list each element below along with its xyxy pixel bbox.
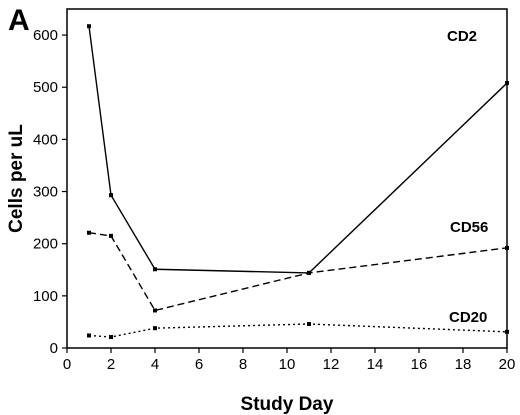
series-label: CD2: [447, 28, 477, 45]
plot-area-frame: [66, 8, 508, 349]
x-tick-label: 6: [195, 356, 203, 373]
series-cd56: CD56: [87, 219, 509, 313]
y-tick-label: 400: [33, 131, 58, 148]
series-label: CD56: [450, 219, 488, 236]
data-point: [307, 322, 311, 327]
data-point: [109, 193, 113, 198]
y-tick-label: 0: [50, 340, 58, 357]
x-tick-label: 4: [151, 356, 159, 373]
data-point: [153, 326, 157, 331]
data-point: [87, 333, 91, 338]
x-tick-label: 16: [411, 356, 428, 373]
data-point: [87, 230, 91, 235]
series-layer: CD2 CD56 CD20: [87, 24, 509, 340]
data-point: [109, 335, 113, 340]
series-cd2: CD2: [87, 24, 509, 275]
data-point: [505, 81, 509, 86]
x-tick-label: 8: [239, 356, 247, 373]
series-line: [88, 232, 508, 312]
x-tick-label: 18: [455, 356, 472, 373]
x-tick-label: 14: [367, 356, 384, 373]
y-tick-label: 500: [33, 79, 58, 96]
panel-label: A: [8, 4, 30, 37]
data-point: [307, 270, 311, 275]
x-axis-title: Study Day: [241, 394, 334, 415]
data-point: [153, 308, 157, 313]
x-tick-label: 20: [499, 356, 516, 373]
data-point: [153, 267, 157, 272]
series-line: [88, 26, 508, 274]
data-point: [87, 24, 91, 29]
y-tick-label: 200: [33, 236, 58, 253]
series-cd20: CD20: [87, 309, 509, 340]
series-label: CD20: [449, 309, 487, 326]
series-line: [88, 323, 508, 338]
y-tick-label: 600: [33, 27, 58, 44]
data-point: [505, 329, 509, 334]
x-tick-label: 12: [323, 356, 340, 373]
x-tick-label: 0: [63, 356, 71, 373]
y-axis-title: Cells per uL: [6, 124, 27, 233]
x-tick-label: 2: [107, 356, 115, 373]
x-tick-label: 10: [279, 356, 296, 373]
data-point: [109, 233, 113, 238]
y-tick-label: 100: [33, 288, 58, 305]
y-tick-label: 300: [33, 184, 58, 201]
data-point: [505, 245, 509, 250]
